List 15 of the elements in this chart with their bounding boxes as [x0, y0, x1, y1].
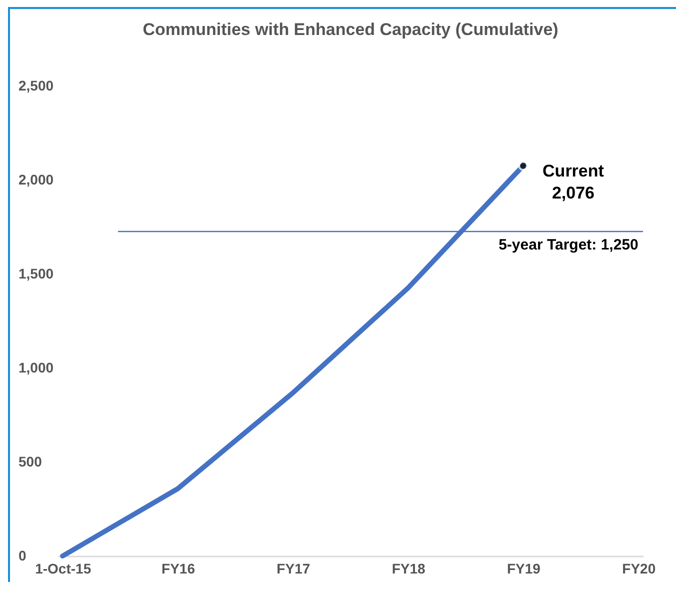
y-tick-label: 2,500 — [18, 78, 54, 94]
y-tick-label: 500 — [18, 454, 42, 470]
x-tick-label: FY19 — [507, 560, 541, 576]
annotation: 5-year Target: 1,250 — [498, 236, 638, 254]
y-tick-label: 1,500 — [18, 266, 54, 282]
annotation: Current 2,076 — [542, 162, 604, 203]
x-tick-label: FY16 — [162, 560, 196, 576]
y-tick-label: 2,000 — [18, 172, 54, 188]
chart-title: Communities with Enhanced Capacity (Cumulative) — [142, 20, 558, 39]
y-tick-label: 0 — [18, 548, 26, 564]
x-tick-label: FY18 — [392, 560, 426, 576]
y-tick-label: 1,000 — [18, 360, 54, 376]
x-tick-label: 1-Oct-15 — [35, 560, 92, 576]
x-tick-label: FY17 — [276, 560, 310, 576]
x-tick-label: FY20 — [622, 560, 656, 576]
